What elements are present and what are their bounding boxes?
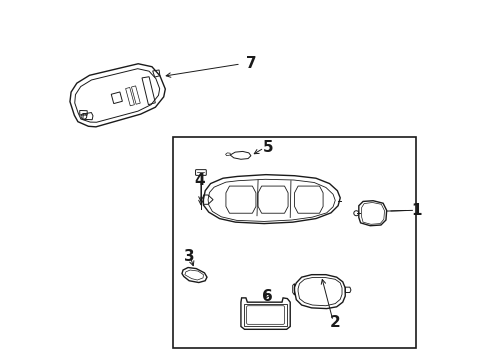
Text: 4: 4 (194, 172, 205, 188)
Bar (173, 137, 415, 348)
Text: 3: 3 (183, 249, 194, 264)
Text: 1: 1 (410, 203, 421, 218)
Text: 5: 5 (262, 140, 272, 156)
Text: 7: 7 (246, 57, 256, 71)
Text: 2: 2 (329, 315, 340, 330)
Text: 6: 6 (262, 289, 272, 303)
